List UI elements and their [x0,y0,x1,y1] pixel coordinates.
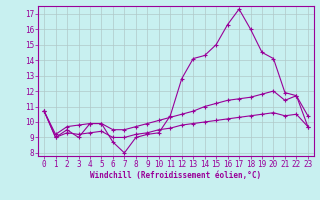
X-axis label: Windchill (Refroidissement éolien,°C): Windchill (Refroidissement éolien,°C) [91,171,261,180]
